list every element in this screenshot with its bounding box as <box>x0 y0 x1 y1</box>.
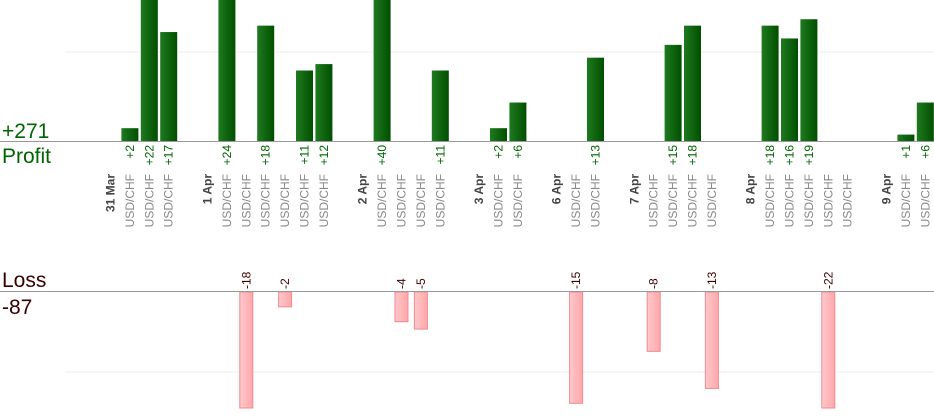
profit-value-label: +11 <box>298 145 312 165</box>
pair-label: USD/CHF <box>375 174 389 227</box>
pair-label: USD/CHF <box>142 174 156 227</box>
pair-label: USD/CHF <box>666 174 680 227</box>
pair-label: USD/CHF <box>821 174 835 227</box>
profit-bar <box>373 0 391 141</box>
date-label: 2 Apr <box>356 174 370 205</box>
pair-label: USD/CHF <box>433 174 447 227</box>
profit-bar <box>761 25 779 141</box>
loss-value-label: -4 <box>395 278 409 289</box>
pair-label: USD/CHF <box>918 174 932 227</box>
profit-bar <box>781 38 798 141</box>
date-label: 1 Apr <box>201 174 215 205</box>
profit-value-label: +2 <box>123 145 137 159</box>
loss-value-label: -13 <box>705 271 719 289</box>
profit-bar <box>315 64 333 141</box>
loss-value-label: -8 <box>647 278 661 289</box>
profit-value-label: +15 <box>666 145 680 166</box>
pair-label: USD/CHF <box>589 174 603 227</box>
pair-label: USD/CHF <box>317 174 331 227</box>
profit-bar <box>490 128 507 141</box>
pair-label: USD/CHF <box>278 174 292 227</box>
loss-bars <box>239 291 836 409</box>
profit-bar <box>509 102 527 141</box>
profit-value-label: +13 <box>589 145 603 166</box>
pair-label: USD/CHF <box>239 174 253 227</box>
loss-bar <box>239 291 254 409</box>
loss-bar <box>704 291 719 389</box>
loss-value-label: -18 <box>239 271 253 289</box>
profit-value-label: +18 <box>763 145 777 166</box>
pair-label: USD/CHF <box>492 174 506 227</box>
profit-value-label: +24 <box>220 145 234 166</box>
pair-label: USD/CHF <box>686 174 700 227</box>
loss-bar <box>413 291 428 330</box>
profit-value-label: +19 <box>802 145 816 166</box>
date-label: 9 Apr <box>880 174 894 205</box>
loss-bar <box>569 291 584 404</box>
profit-bar <box>296 70 313 141</box>
profit-label: Profit <box>2 145 51 168</box>
pair-label: USD/CHF <box>841 174 855 227</box>
loss-bar <box>278 291 293 308</box>
profit-value-label: +18 <box>259 145 273 166</box>
profit-bar <box>800 19 818 141</box>
profit-value-label: +22 <box>142 145 156 166</box>
loss-total: -87 <box>2 296 32 319</box>
column-labels: 31 Mar USD/CHF USD/CHF USD/CHF 1 Apr USD/CHF U… <box>104 174 933 228</box>
loss-value-label: -22 <box>821 271 835 289</box>
profit-value-label: +40 <box>375 145 389 166</box>
profit-total: +271 <box>2 120 49 143</box>
pair-label: USD/CHF <box>298 174 312 227</box>
profit-bar <box>140 0 158 141</box>
pair-label: USD/CHF <box>647 174 661 227</box>
pair-label: USD/CHF <box>395 174 409 227</box>
profit-value-label: +16 <box>783 145 797 166</box>
profit-bar <box>431 70 449 141</box>
profit-value-label: +17 <box>162 145 176 166</box>
pair-label: USD/CHF <box>259 174 273 227</box>
profit-bars <box>121 0 934 142</box>
date-label: 31 Mar <box>104 174 118 212</box>
profit-value-label: +11 <box>433 145 447 165</box>
loss-value-label: -15 <box>569 271 583 289</box>
profit-bar <box>160 32 178 141</box>
pair-label: USD/CHF <box>899 174 913 227</box>
profit-bar <box>664 44 682 142</box>
pair-label: USD/CHF <box>763 174 777 227</box>
profit-value-label: +6 <box>511 145 525 159</box>
profit-bar <box>121 128 139 141</box>
profit-bar <box>218 0 236 141</box>
pair-label: USD/CHF <box>705 174 719 227</box>
pair-label: USD/CHF <box>220 174 234 227</box>
pair-label: USD/CHF <box>414 174 428 227</box>
profit-bar <box>897 134 915 141</box>
pair-label: USD/CHF <box>569 174 583 227</box>
loss-value-label: -5 <box>414 278 428 289</box>
date-label: 7 Apr <box>627 174 641 205</box>
profit-value-label: +12 <box>317 145 331 166</box>
date-label: 8 Apr <box>744 174 758 205</box>
profit-value-label: +18 <box>686 145 700 166</box>
profit-bar <box>257 25 275 141</box>
pair-label: USD/CHF <box>802 174 816 227</box>
date-label: 3 Apr <box>472 174 486 205</box>
loss-bar <box>646 291 661 352</box>
pair-label: USD/CHF <box>783 174 797 227</box>
profit-bar <box>684 25 701 141</box>
profit-value-label: +2 <box>492 145 506 159</box>
profit-bar <box>916 102 934 141</box>
profit-value-label: +1 <box>899 145 913 159</box>
loss-bar <box>821 291 836 409</box>
pair-label: USD/CHF <box>162 174 176 227</box>
loss-label: Loss <box>2 269 46 292</box>
loss-value-label: -2 <box>278 278 292 289</box>
value-labels: +2 +22 +17 +24 -18 +18 -2 +11 +12 +40 -4 -5 +11 +2 +6 -… <box>123 145 932 289</box>
profit-value-label: +6 <box>918 145 932 159</box>
loss-bar <box>394 291 409 323</box>
pair-label: USD/CHF <box>511 174 525 227</box>
date-label: 6 Apr <box>550 174 564 205</box>
profit-bar <box>587 57 604 141</box>
pair-label: USD/CHF <box>123 174 137 227</box>
